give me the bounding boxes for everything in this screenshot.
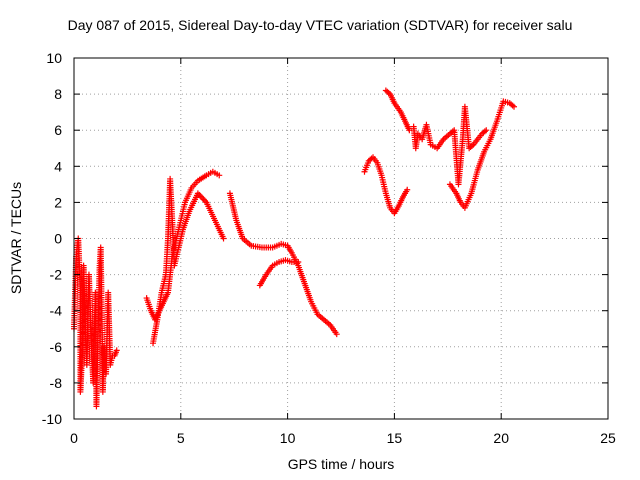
data-point-marker [404,186,411,193]
data-point-marker [220,235,227,242]
series-segment-9 [446,98,518,211]
y-tick-label: 8 [54,86,62,102]
series-segment-4 [226,190,340,338]
series-segment-7 [382,87,413,134]
data-point-marker [511,103,518,110]
x-tick-label: 0 [70,430,78,446]
data-point-marker [216,172,223,179]
data-point-marker [333,331,340,338]
series-segment-3 [150,175,227,347]
x-tick-label: 10 [280,430,296,446]
data-series [71,87,518,410]
y-tick-label: -2 [50,267,63,283]
x-tick-label: 25 [600,430,616,446]
y-tick-label: -6 [50,339,63,355]
y-tick-label: 0 [54,231,62,247]
y-tick-label: -4 [50,303,63,319]
data-point-marker [483,127,490,134]
series-segment-1 [71,235,120,410]
x-axis-label: GPS time / hours [287,456,395,472]
series-segment-5 [256,257,302,289]
y-tick-label: 6 [54,122,62,138]
data-point-marker [295,258,302,265]
x-tick-label: 20 [493,430,509,446]
series-segment-8 [410,103,490,188]
data-point-marker [113,347,120,354]
grid-lines [74,58,608,419]
data-point-marker [406,127,413,134]
y-tick-label: 10 [46,50,62,66]
tick-labels: 0 5 10 15 20 25 -10 -8 -6 -4 -2 0 2 4 6 8 10 [42,50,616,446]
y-tick-label: 2 [54,194,62,210]
y-tick-label: -8 [50,375,63,391]
y-tick-label: 4 [54,158,62,174]
series-segment-2 [143,168,223,323]
series-segment-6 [361,154,411,217]
y-tick-label: -10 [42,411,62,427]
x-tick-label: 15 [387,430,403,446]
chart-title: Day 087 of 2015, Sidereal Day-to-day VTE… [67,17,573,33]
x-tick-label: 5 [177,430,185,446]
axis-ticks [73,57,609,420]
